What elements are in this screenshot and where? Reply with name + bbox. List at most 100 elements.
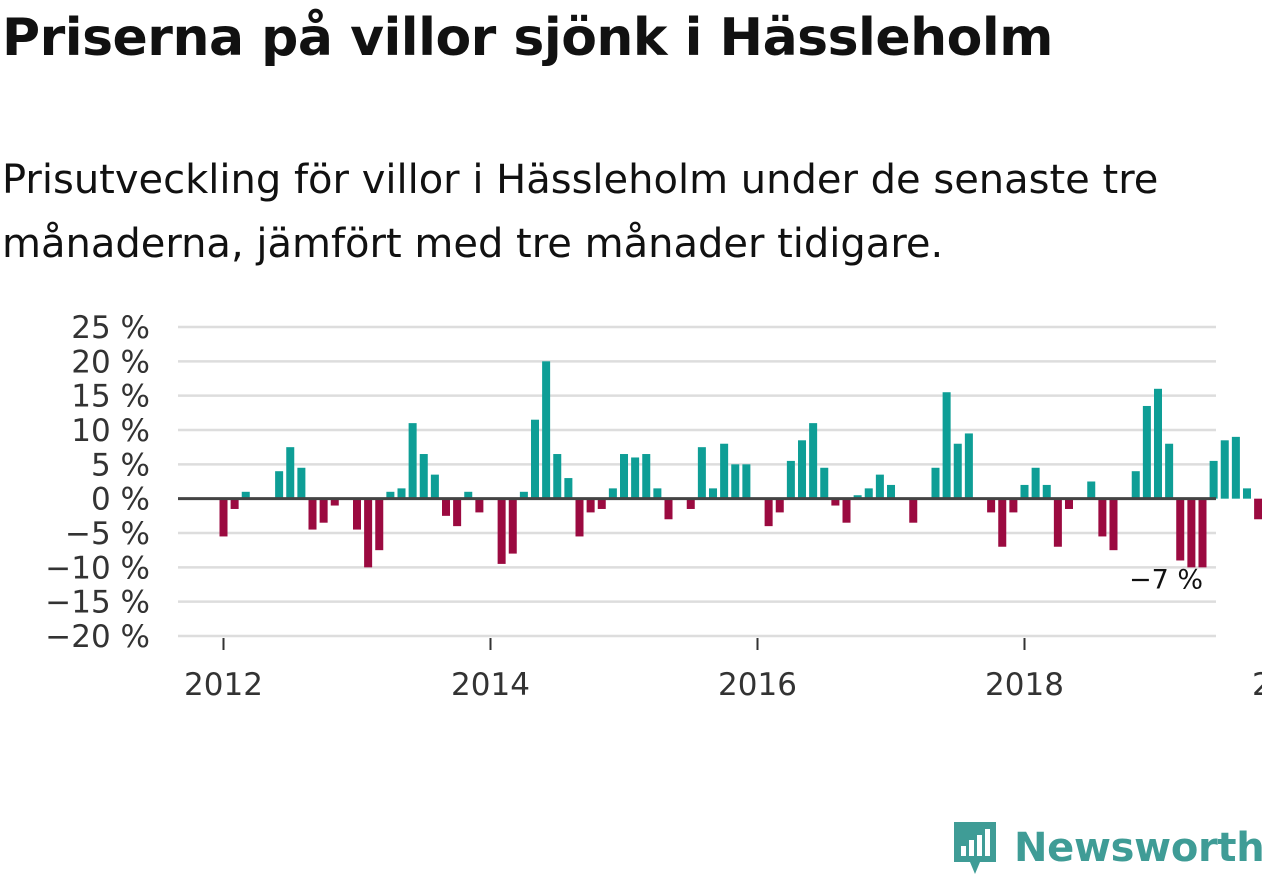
bar: [686, 498, 695, 509]
bar: [1087, 481, 1096, 499]
bar: [631, 457, 640, 499]
y-tick-label: 5 %: [91, 447, 150, 483]
y-tick-label: −20 %: [45, 619, 150, 655]
x-tick-label: 2014: [451, 667, 530, 703]
bar: [809, 423, 818, 499]
bar: [1098, 498, 1107, 537]
bar: [964, 433, 973, 499]
bar: [820, 467, 829, 499]
bar: [1031, 467, 1040, 499]
bar: [531, 419, 540, 499]
bar: [1109, 498, 1118, 551]
bar: [887, 484, 896, 499]
bar: [297, 467, 306, 499]
bar: [720, 443, 729, 499]
y-tick-label: −5 %: [65, 516, 150, 552]
bar: [642, 454, 651, 499]
bar: [453, 498, 462, 527]
bar: [330, 498, 339, 506]
x-tick-label: 2018: [985, 667, 1064, 703]
bar: [931, 467, 940, 499]
bar: [798, 440, 807, 499]
x-tick-label: 2020: [1252, 667, 1262, 703]
bar: [286, 447, 295, 499]
y-axis-ticks: 25 %20 %15 %10 %5 %0 %−5 %−10 %−15 %−20 …: [45, 310, 150, 655]
bar: [1231, 436, 1240, 499]
bar: [1042, 484, 1051, 499]
x-tick-label: 2012: [184, 667, 263, 703]
y-tick-label: 10 %: [71, 413, 150, 449]
bar: [764, 498, 773, 527]
y-tick-label: 25 %: [71, 310, 150, 346]
bar: [1198, 498, 1207, 568]
bar: [653, 488, 662, 499]
bar: [697, 447, 706, 499]
bar: [308, 498, 317, 530]
gridlines: [178, 325, 1216, 638]
bar: [709, 488, 718, 499]
bar: [620, 454, 629, 499]
x-tick-label: 2016: [718, 667, 797, 703]
bar: [1187, 498, 1196, 568]
bar: [1254, 498, 1262, 520]
bar: [375, 498, 384, 551]
bar: [664, 498, 673, 520]
bar: [942, 392, 951, 499]
y-tick-label: 15 %: [71, 379, 150, 415]
bar: [464, 491, 473, 499]
last-value-annotation: −7 %: [1129, 565, 1203, 596]
bar: [219, 498, 228, 537]
bar: [364, 498, 373, 568]
bar: [419, 454, 428, 499]
bar: [430, 474, 439, 499]
bar: [1242, 488, 1251, 499]
bar: [786, 460, 795, 499]
bar: [575, 498, 584, 537]
y-tick-label: −15 %: [45, 585, 150, 621]
bar: [742, 464, 751, 499]
bar: [998, 498, 1007, 547]
bar: [731, 464, 740, 499]
bar: [842, 498, 851, 523]
bar: [275, 471, 284, 499]
bar: [497, 498, 506, 564]
bar: [386, 491, 395, 499]
bar: [875, 474, 884, 499]
bar: [542, 361, 551, 499]
bar: [909, 498, 918, 523]
bar: [408, 423, 417, 499]
bar: [1131, 471, 1140, 499]
bar-chart: 25 %20 %15 %10 %5 %0 %−5 %−10 %−15 %−20 …: [45, 310, 1262, 703]
bar: [1020, 484, 1029, 499]
bar: [1220, 440, 1229, 499]
bar: [597, 498, 606, 509]
brand-name: Newsworthy: [1014, 825, 1262, 871]
bar: [1153, 388, 1162, 499]
bar: [475, 498, 484, 513]
bar: [831, 498, 840, 506]
bar: [864, 488, 873, 499]
bar: [1165, 443, 1174, 499]
bar: [230, 498, 239, 509]
bar: [1209, 460, 1218, 499]
bar: [553, 454, 562, 499]
bar: [442, 498, 451, 516]
bar: [608, 488, 617, 499]
chart-subtitle: Prisutveckling för villor i Hässleholm u…: [2, 157, 1159, 267]
bar: [519, 491, 528, 499]
bar: [1176, 498, 1185, 561]
bars: [219, 361, 1262, 568]
bar: [397, 488, 406, 499]
bar: [953, 443, 962, 499]
bar: [853, 495, 862, 499]
bar: [1142, 405, 1151, 499]
y-tick-label: 20 %: [71, 344, 150, 380]
bar: [987, 498, 996, 513]
newsworthy-logo[interactable]: Newsworthy: [950, 818, 1262, 878]
bar: [1053, 498, 1062, 547]
bar: [1009, 498, 1018, 513]
x-axis-ticks: 20122014201620182020202220242026: [184, 638, 1262, 703]
chart-title: Priserna på villor sjönk i Hässleholm: [2, 8, 1053, 68]
bar: [508, 498, 517, 554]
bar: [1064, 498, 1073, 509]
